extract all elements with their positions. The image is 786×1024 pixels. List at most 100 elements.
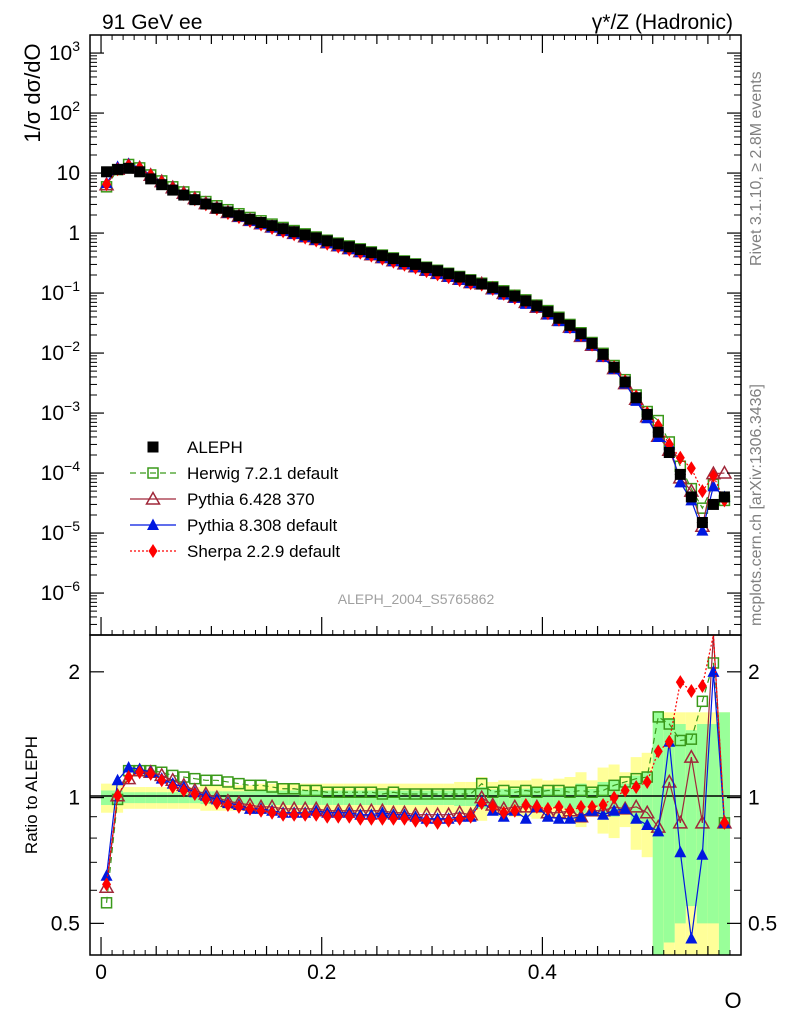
pythia8-ratio-point-53 [685,931,698,944]
data-point-52 [674,468,686,480]
x-tick-label: 0.4 [528,961,558,984]
sherpa-ratio-point-0 [102,877,112,892]
herwig-ratio-point-15 [266,781,278,793]
green-band [454,789,466,806]
sherpa-ratio-point-31 [444,813,454,828]
sherpa-ratio-point-14 [256,803,266,818]
upper-marks [98,157,733,536]
legend-marker-herwig [147,467,159,479]
main-y-ticks: 10−6 10−5 10−4 10−3 10−2 10−1 1 10 102 103 [41,34,741,636]
legend-marker-data [147,441,159,453]
data-point-21 [332,238,344,250]
pythia6-ratio-point-54 [694,814,711,829]
sherpa-ratio-point-7 [179,783,189,798]
green-band [696,724,708,924]
data-point-33 [465,274,477,286]
data-point-43 [575,328,587,340]
sherpa-ratio-point-21 [333,809,343,824]
green-band [310,790,322,806]
sherpa-point-0 [102,177,112,192]
ratio-y-tick-label-right: 1 [748,787,760,810]
green-band [123,792,135,804]
green-band [619,783,631,813]
sherpa-ratio-point-18 [300,807,310,822]
data-point-40 [542,306,554,318]
green-band [663,718,675,943]
data-point-3 [134,166,146,178]
sherpa-ratio-point-30 [433,815,443,830]
pythia6-ratio-point-53 [683,749,700,763]
data-point-48 [630,392,642,404]
ratio-y-tick-label-right: 0.5 [748,912,777,935]
herwig-ratio-point-53 [685,733,698,745]
ratio-bands [101,712,730,955]
data-point-2 [123,162,135,174]
ratio-line-sherpa [105,634,726,885]
herwig-ratio-point-10 [211,774,223,787]
pythia8-ratio-point-2 [122,761,135,773]
sherpa-ratio-point-23 [355,811,365,826]
pythia8-ratio-point-42 [563,812,576,824]
data-point-38 [520,295,532,307]
green-band [266,790,278,806]
green-band [432,790,444,806]
herwig-ratio-point-41 [553,784,565,797]
sherpa-ratio-point-19 [311,807,321,822]
legend-label: Herwig 7.2.1 default [187,464,338,483]
herwig-ratio-point-40 [542,784,554,797]
pythia8-point-55 [707,479,720,492]
green-band [398,790,410,806]
data-point-50 [652,426,664,438]
x-tick-label: 0 [95,961,107,984]
green-band [641,772,653,828]
data-point-4 [145,173,157,185]
data-point-35 [487,282,499,294]
pythia8-ratio-point-49 [641,818,654,830]
data-point-25 [376,250,388,262]
sherpa-ratio-point-36 [499,805,509,820]
pythia8-point-54 [696,524,709,536]
ratio-ticks: 0.5 0.5 1 1 2 2 0 0.2 0.4 [51,35,777,984]
data-point-39 [531,300,543,312]
y-tick-label: 10−4 [41,458,81,485]
herwig-ratio-point-24 [365,786,378,798]
pythia6-ratio-point-0 [98,879,115,894]
sherpa-ratio-point-38 [521,798,531,813]
herwig-ratio-point-22 [343,786,356,798]
data-point-46 [608,361,620,373]
herwig-ratio-point-14 [255,779,267,792]
sherpa-ratio-point-39 [532,799,542,814]
sherpa-ratio-point-6 [168,780,178,795]
green-band [520,788,532,807]
herwig-ratio-point-32 [453,788,466,800]
herwig-ratio-point-9 [200,774,212,787]
data-point-18 [299,229,311,241]
sherpa-ratio-point-13 [245,801,255,816]
sherpa-ratio-point-12 [234,799,244,814]
herwig-ratio-point-28 [409,788,422,800]
pythia8-ratio-point-0 [100,869,113,881]
herwig-ratio-point-25 [376,788,389,800]
sherpa-ratio-point-28 [411,813,420,828]
sherpa-ratio-point-25 [377,811,387,826]
green-band [443,790,455,806]
sherpa-ratio-point-8 [190,787,200,802]
legend-marker-pythia8 [147,518,159,530]
sherpa-ratio-point-49 [642,774,652,789]
data-point-37 [509,290,521,302]
sherpa-ratio-point-5 [157,773,167,788]
ratio-panel-frame [89,634,742,956]
pythia8-ratio-point-43 [575,810,588,822]
data-point-32 [454,271,466,283]
sherpa-ratio-point-29 [422,813,432,828]
herwig-ratio-point-18 [299,784,311,797]
herwig-ratio-point-42 [564,786,576,798]
green-band [421,790,433,806]
sherpa-ratio-point-17 [289,807,299,822]
herwig-ratio-point-36 [498,784,510,797]
green-band [553,787,565,808]
sherpa-ratio-point-16 [278,807,288,822]
sherpa-ratio-point-52 [675,675,685,690]
x-axis-label: O [724,988,741,1013]
pythia8-ratio-point-47 [619,802,632,814]
